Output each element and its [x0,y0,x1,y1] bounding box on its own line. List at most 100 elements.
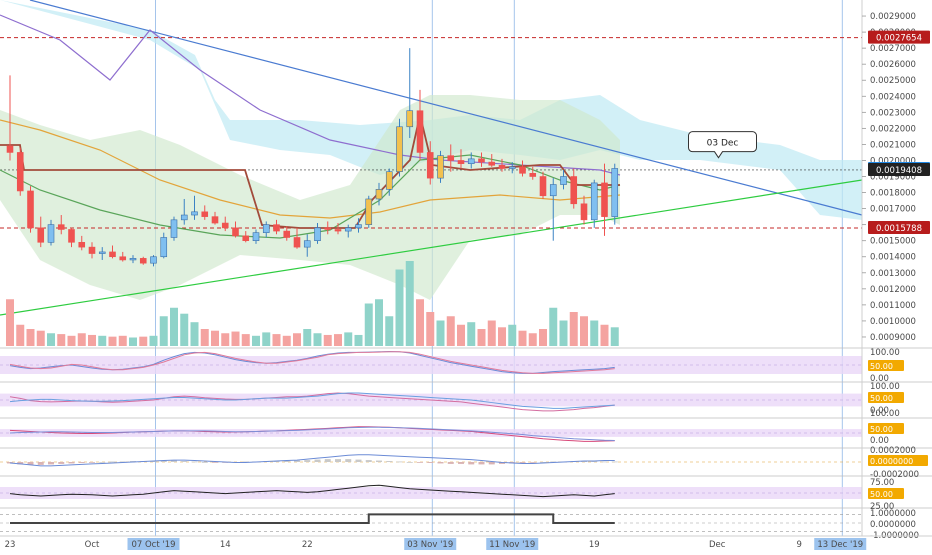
volume-bar [36,330,45,346]
macd-hist-bar [519,462,526,463]
volume-bar [272,334,281,346]
indicator-line-rsi2 [9,392,615,409]
macd-hist-bar [201,462,208,463]
time-label-box [404,538,457,550]
indicator-tick-label: 0.00 [870,374,889,384]
indicator-tick-label: 1.0000000 [870,509,916,519]
candle-body [560,176,567,185]
indicator-badge [868,455,928,466]
macd-hist-bar [27,462,34,465]
volume-bar [426,312,435,346]
price-tick-label: 0.0026000 [870,60,916,70]
macd-hist-bar [478,462,485,465]
candle-body [191,211,198,216]
price-tick-label: 0.0010000 [870,317,916,327]
volume-bar [57,334,66,346]
price-tick-label: 0.0022000 [870,124,916,134]
indicator-badge-label: 0.0000000 [870,457,913,466]
macd-hist-bar [294,460,300,462]
candle-body [498,164,506,169]
candle-body [334,229,342,232]
candle-body [119,256,127,261]
macd-hist-bar [355,459,362,462]
candle-body [437,155,444,179]
callout-text: 03 Dec [707,139,739,149]
indicator-tick-label: 0.00 [870,436,889,446]
volume-bar [67,335,76,346]
candle-body [416,110,424,153]
indicator-tick-label: 25.00 [870,502,894,512]
volume-bar [375,299,383,346]
candle-body [570,176,578,205]
macd-hist-bar [109,461,116,463]
candle-body [68,229,75,243]
volume-bar [354,334,363,346]
macd-hist-bar [119,461,126,463]
macd-hist-bar [437,462,444,464]
time-label-box [127,538,180,550]
indicator-tick-label: 100.00 [870,348,900,358]
macd-hist-bar [376,460,382,462]
volume-bar [303,329,312,346]
price-tick-label: 0.0014000 [870,253,916,263]
macd-hist-bar [458,462,464,464]
candle-body [324,227,332,230]
candle-body [590,182,598,221]
candle-body [519,166,526,174]
volume-bar [129,337,137,346]
volume-bar [580,316,588,346]
candle-body [232,227,239,237]
candle-body [78,242,86,248]
volume-bar [47,333,55,346]
volume-bar [610,327,619,346]
candle-body [611,168,619,217]
price-badge [868,162,930,176]
volume-bar [446,316,455,346]
macd-hist-bar [427,462,434,463]
volume-bar [498,327,506,346]
price-tick-label: 0.0029000 [870,12,916,22]
volume-bar [108,336,117,346]
volume-bar [98,335,107,346]
macd-hist-bar [314,459,321,462]
candle-body [37,227,45,243]
indicator-tick-label: -0.0002000 [870,470,919,480]
price-tick-label: 0.0021000 [870,140,916,150]
candle-body [139,258,147,264]
macd-hist-bar [58,462,65,464]
volume-bar [385,316,394,346]
volume-bar [190,322,199,346]
price-tick-label: 0.0020000 [870,156,916,166]
time-label: 11 Nov '19 [489,540,535,550]
time-label: 9 [797,540,802,550]
candle-body [406,110,414,128]
indicator-band [0,487,862,499]
volume-bar [590,320,599,346]
price-tick-label: 0.0012000 [870,285,916,295]
price-tick-label: 0.0013000 [870,269,916,279]
candle-body [273,224,280,232]
volume-bar [487,320,496,346]
candle-body [344,227,352,232]
macd-hist-bar [386,461,393,462]
indicator-tick-label: 0.0002000 [870,446,916,456]
price-tick-label: 0.0011000 [870,301,916,311]
indicator-line-osc_a [9,426,615,442]
price-tick-label: 0.0025000 [870,76,916,86]
candle-body [508,166,516,169]
time-label: 19 [589,540,600,550]
indicator-tick-label: 100.00 [870,409,900,419]
macd-hist-bar [540,462,546,463]
time-label: 23 [5,540,16,550]
price-tick-label: 0.0023000 [870,108,916,118]
price-tick-label: 0.0018000 [870,189,916,199]
volume-bar [313,333,322,346]
macd-hist-bar [611,461,618,463]
volume-bar [221,333,230,346]
candle-body [160,237,168,258]
volume-bar [600,324,609,346]
candle-body [549,184,557,197]
candle-body [355,224,362,229]
time-label: 14 [220,540,231,550]
